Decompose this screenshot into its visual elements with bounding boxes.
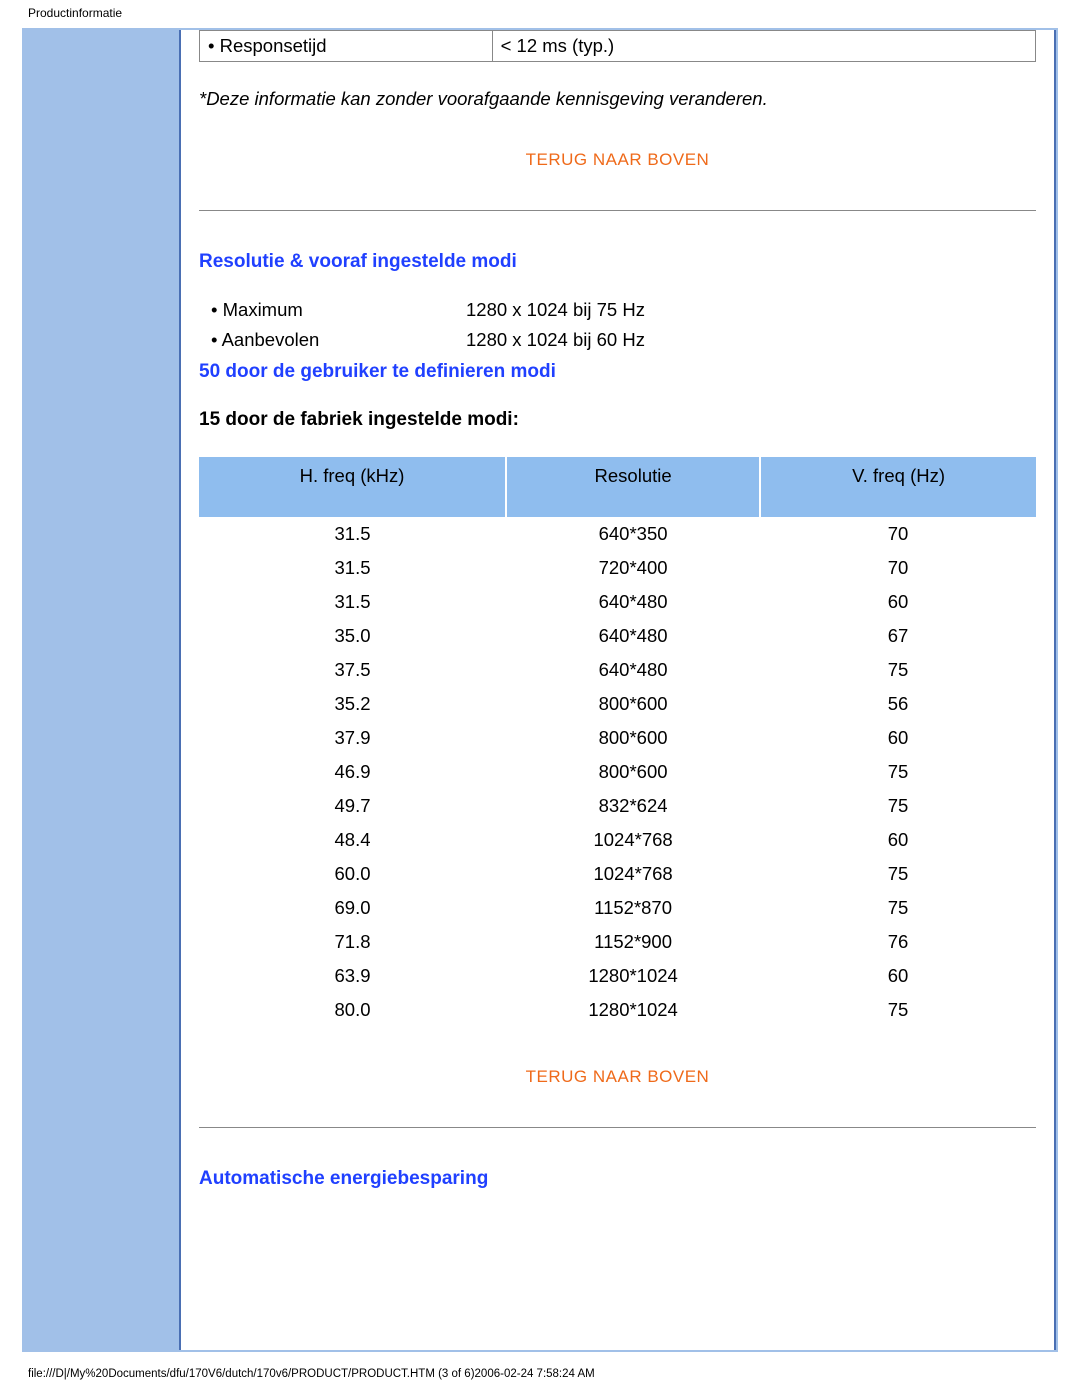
reso-label: • Maximum bbox=[199, 299, 466, 321]
back-to-top-link[interactable]: TERUG NAAR BOVEN bbox=[199, 1067, 1036, 1087]
table-row: 37.5640*48075 bbox=[199, 653, 1036, 687]
resolution-heading: Resolutie & vooraf ingestelde modi bbox=[199, 251, 1036, 273]
table-row: 48.41024*76860 bbox=[199, 823, 1036, 857]
table-row: 69.01152*87075 bbox=[199, 891, 1036, 925]
table-row: 63.91280*102460 bbox=[199, 959, 1036, 993]
reso-label: • Aanbevolen bbox=[199, 329, 466, 351]
table-cell: 63.9 bbox=[199, 959, 506, 993]
table-header-row: H. freq (kHz) Resolutie V. freq (Hz) bbox=[199, 457, 1036, 517]
table-cell: 76 bbox=[760, 925, 1036, 959]
table-cell: 71.8 bbox=[199, 925, 506, 959]
table-cell: 46.9 bbox=[199, 755, 506, 789]
table-cell: 800*600 bbox=[506, 721, 760, 755]
table-cell: 35.2 bbox=[199, 687, 506, 721]
table-cell: 1280*1024 bbox=[506, 993, 760, 1027]
spec-table: • Responsetijd < 12 ms (typ.) bbox=[199, 30, 1036, 62]
auto-energy-heading: Automatische energiebesparing bbox=[199, 1168, 1036, 1190]
table-row: 31.5720*40070 bbox=[199, 551, 1036, 585]
table-cell: 60 bbox=[760, 585, 1036, 619]
table-cell: 1024*768 bbox=[506, 823, 760, 857]
page-title-header: Productinformatie bbox=[0, 0, 1080, 20]
modes-table: H. freq (kHz) Resolutie V. freq (Hz) 31.… bbox=[199, 457, 1036, 1027]
table-cell: 640*480 bbox=[506, 585, 760, 619]
table-row: 37.9800*60060 bbox=[199, 721, 1036, 755]
table-cell: 640*480 bbox=[506, 619, 760, 653]
table-cell: 800*600 bbox=[506, 755, 760, 789]
table-cell: 75 bbox=[760, 653, 1036, 687]
table-row: 49.7832*62475 bbox=[199, 789, 1036, 823]
table-row: 60.01024*76875 bbox=[199, 857, 1036, 891]
table-row: 80.01280*102475 bbox=[199, 993, 1036, 1027]
table-row: 35.2800*60056 bbox=[199, 687, 1036, 721]
col-h-freq: H. freq (kHz) bbox=[199, 457, 506, 517]
table-cell: 1024*768 bbox=[506, 857, 760, 891]
table-cell: 31.5 bbox=[199, 517, 506, 551]
table-cell: 60 bbox=[760, 959, 1036, 993]
table-row: 31.5640*48060 bbox=[199, 585, 1036, 619]
table-cell: 640*480 bbox=[506, 653, 760, 687]
spec-value: < 12 ms (typ.) bbox=[492, 31, 1035, 62]
list-item: • Aanbevolen 1280 x 1024 bij 60 Hz bbox=[199, 325, 1036, 355]
divider bbox=[199, 210, 1036, 211]
table-cell: 75 bbox=[760, 891, 1036, 925]
table-cell: 60 bbox=[760, 823, 1036, 857]
reso-value: 1280 x 1024 bij 75 Hz bbox=[466, 299, 645, 321]
table-cell: 37.5 bbox=[199, 653, 506, 687]
table-cell: 69.0 bbox=[199, 891, 506, 925]
table-row: • Responsetijd < 12 ms (typ.) bbox=[200, 31, 1036, 62]
table-cell: 832*624 bbox=[506, 789, 760, 823]
user-modes-heading: 50 door de gebruiker te definieren modi bbox=[199, 361, 1036, 383]
list-item: • Maximum 1280 x 1024 bij 75 Hz bbox=[199, 295, 1036, 325]
table-cell: 75 bbox=[760, 993, 1036, 1027]
table-row: 35.0640*48067 bbox=[199, 619, 1036, 653]
table-cell: 37.9 bbox=[199, 721, 506, 755]
table-cell: 48.4 bbox=[199, 823, 506, 857]
resolution-list: • Maximum 1280 x 1024 bij 75 Hz • Aanbev… bbox=[199, 295, 1036, 355]
factory-modes-heading: 15 door de fabriek ingestelde modi: bbox=[199, 409, 1036, 431]
table-row: 31.5640*35070 bbox=[199, 517, 1036, 551]
table-cell: 640*350 bbox=[506, 517, 760, 551]
table-row: 71.81152*90076 bbox=[199, 925, 1036, 959]
table-cell: 56 bbox=[760, 687, 1036, 721]
table-cell: 31.5 bbox=[199, 585, 506, 619]
table-cell: 60 bbox=[760, 721, 1036, 755]
table-cell: 49.7 bbox=[199, 789, 506, 823]
table-cell: 1280*1024 bbox=[506, 959, 760, 993]
table-cell: 80.0 bbox=[199, 993, 506, 1027]
table-cell: 1152*900 bbox=[506, 925, 760, 959]
content-frame: • Responsetijd < 12 ms (typ.) *Deze info… bbox=[179, 30, 1056, 1350]
table-cell: 75 bbox=[760, 789, 1036, 823]
reso-value: 1280 x 1024 bij 60 Hz bbox=[466, 329, 645, 351]
table-cell: 75 bbox=[760, 755, 1036, 789]
table-cell: 35.0 bbox=[199, 619, 506, 653]
table-cell: 70 bbox=[760, 551, 1036, 585]
table-cell: 1152*870 bbox=[506, 891, 760, 925]
spec-value-text: < 12 ms (typ.) bbox=[501, 35, 615, 56]
table-row: 46.9800*60075 bbox=[199, 755, 1036, 789]
table-cell: 75 bbox=[760, 857, 1036, 891]
col-resolution: Resolutie bbox=[506, 457, 760, 517]
disclaimer-text: *Deze informatie kan zonder voorafgaande… bbox=[199, 88, 1036, 110]
table-cell: 67 bbox=[760, 619, 1036, 653]
footer-path: file:///D|/My%20Documents/dfu/170V6/dutc… bbox=[0, 1352, 1080, 1380]
back-to-top-link[interactable]: TERUG NAAR BOVEN bbox=[199, 150, 1036, 170]
divider bbox=[199, 1127, 1036, 1128]
col-v-freq: V. freq (Hz) bbox=[760, 457, 1036, 517]
table-cell: 800*600 bbox=[506, 687, 760, 721]
table-cell: 70 bbox=[760, 517, 1036, 551]
outer-frame: • Responsetijd < 12 ms (typ.) *Deze info… bbox=[22, 28, 1058, 1352]
table-cell: 31.5 bbox=[199, 551, 506, 585]
table-cell: 720*400 bbox=[506, 551, 760, 585]
table-cell: 60.0 bbox=[199, 857, 506, 891]
spec-label: • Responsetijd bbox=[200, 31, 493, 62]
